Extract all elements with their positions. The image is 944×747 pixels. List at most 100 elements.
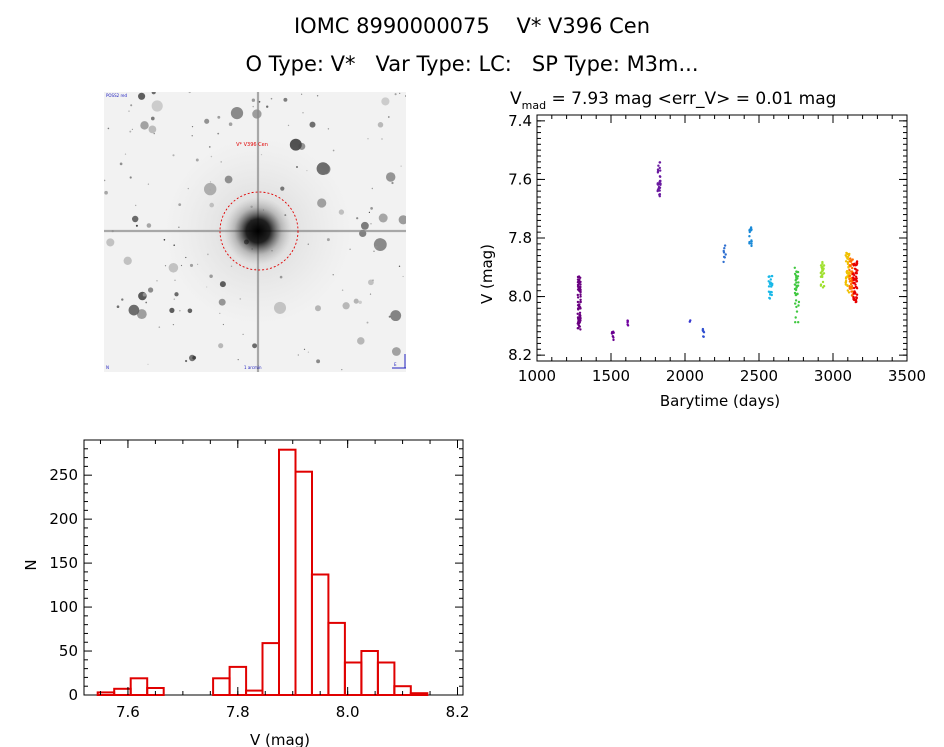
field-star xyxy=(208,146,211,148)
hist-y-tick-label: 250 xyxy=(49,466,78,484)
corner-label-top-left: POSS2 red xyxy=(106,93,127,98)
field-star xyxy=(368,279,374,286)
field-star xyxy=(153,132,155,135)
figure-title-object: IOMC 8990000075 V* V396 Cen xyxy=(293,14,651,38)
lc-data-point xyxy=(577,327,580,330)
lc-data-point xyxy=(793,291,797,295)
field-star xyxy=(129,176,132,179)
lc-data-point xyxy=(770,293,773,297)
stellar-field-image: V* V396 Cen POSS2 red N E 1 arcmin xyxy=(104,92,406,372)
lc-data-point xyxy=(848,277,851,281)
lc-data-point xyxy=(577,278,580,281)
lc-data-point xyxy=(849,274,852,277)
lc-data-point xyxy=(852,279,855,282)
hist-x-tick-label: 8.2 xyxy=(446,703,470,721)
lc-data-point xyxy=(767,280,770,283)
lc-x-tick-label: 1000 xyxy=(518,367,556,385)
lc-data-point xyxy=(847,254,851,257)
field-star xyxy=(394,93,397,96)
hist-bar xyxy=(245,689,264,697)
field-star xyxy=(315,305,321,312)
field-star xyxy=(251,98,256,102)
field-star xyxy=(174,279,176,281)
field-star xyxy=(218,343,224,349)
lc-data-point xyxy=(749,226,753,229)
lc-data-point xyxy=(658,161,661,164)
lc-data-point xyxy=(846,275,849,278)
field-star xyxy=(357,337,365,345)
field-star xyxy=(377,122,384,128)
lc-data-point xyxy=(626,323,629,326)
field-star xyxy=(307,351,310,353)
lc-y-tick-label: 7.6 xyxy=(508,170,532,188)
hist-bar xyxy=(261,642,280,697)
field-star xyxy=(332,149,335,152)
lc-data-point xyxy=(854,283,857,286)
lc-data-point xyxy=(819,271,822,275)
field-star xyxy=(146,223,152,228)
lc-data-point xyxy=(748,230,751,234)
lc-data-point xyxy=(656,171,660,174)
lc-data-point xyxy=(850,285,854,288)
lc-data-point xyxy=(722,249,725,253)
corner-label-bottom-left: N xyxy=(106,365,109,370)
lc-data-point xyxy=(659,175,662,178)
lc-data-point xyxy=(850,270,853,273)
lc-data-point xyxy=(579,290,582,294)
lc-data-point xyxy=(577,322,580,325)
lc-data-point xyxy=(656,189,659,193)
lc-data-point xyxy=(852,282,855,285)
field-star xyxy=(187,308,193,314)
lc-data-point xyxy=(821,269,824,272)
lc-data-point xyxy=(849,257,852,260)
lc-data-point xyxy=(819,264,823,267)
field-star xyxy=(302,112,304,114)
lc-data-point xyxy=(795,305,798,309)
field-star xyxy=(367,138,369,140)
lc-data-point xyxy=(852,292,856,295)
lc-data-point xyxy=(820,274,823,277)
lc-data-point xyxy=(576,285,580,288)
hist-bar xyxy=(376,661,396,696)
field-star xyxy=(151,92,156,95)
hist-bar xyxy=(409,692,429,697)
field-star xyxy=(217,132,220,135)
field-star xyxy=(124,153,127,155)
field-star xyxy=(266,105,269,108)
lc-data-point xyxy=(578,317,581,320)
field-star xyxy=(370,223,372,225)
field-star xyxy=(399,92,401,95)
field-star xyxy=(303,348,306,350)
field-star xyxy=(147,287,154,293)
lc-data-point xyxy=(659,179,662,183)
lc-data-point xyxy=(852,286,856,290)
magnitude-histogram: 7.6 7.8 8.0 8.2 0 50 100 150 200 250 V (mag) N xyxy=(22,439,470,747)
lc-data-point xyxy=(819,284,823,287)
lc-data-point xyxy=(579,300,582,304)
lc-data-point xyxy=(797,321,800,324)
lc-data-point xyxy=(851,266,854,270)
lc-data-point xyxy=(611,335,614,338)
corner-label-bottom-center: 1 arcmin xyxy=(244,365,262,370)
lc-data-point xyxy=(578,311,582,314)
lc-data-point xyxy=(576,312,579,315)
lc-data-point xyxy=(658,195,661,198)
lc-data-point xyxy=(768,291,772,294)
target-label: V* V396 Cen xyxy=(236,142,268,148)
lc-y-tick-label: 7.8 xyxy=(508,229,532,247)
field-star xyxy=(189,354,196,362)
field-star xyxy=(370,207,373,210)
lc-data-point xyxy=(769,278,772,281)
lc-x-tick-label: 2500 xyxy=(740,367,778,385)
lc-data-point xyxy=(701,327,705,331)
hist-bar xyxy=(360,650,379,696)
lc-data-point xyxy=(849,265,852,268)
lc-data-point xyxy=(579,295,582,298)
lc-data-point xyxy=(658,166,661,170)
lc-data-point xyxy=(821,260,824,264)
lc-data-point xyxy=(852,264,855,267)
lc-data-point xyxy=(797,304,800,307)
lc-data-point xyxy=(794,299,798,302)
lc-data-point xyxy=(688,320,691,323)
field-star xyxy=(369,293,372,295)
